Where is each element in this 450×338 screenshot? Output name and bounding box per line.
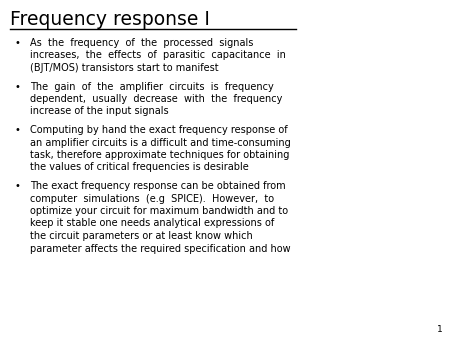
Text: 1: 1 xyxy=(437,325,443,334)
Text: keep it stable one needs analytical expressions of: keep it stable one needs analytical expr… xyxy=(30,218,274,228)
Text: (BJT/MOS) transistors start to manifest: (BJT/MOS) transistors start to manifest xyxy=(30,63,219,73)
Text: •: • xyxy=(14,38,20,48)
Text: optimize your circuit for maximum bandwidth and to: optimize your circuit for maximum bandwi… xyxy=(30,206,288,216)
Text: the values of critical frequencies is desirable: the values of critical frequencies is de… xyxy=(30,163,249,172)
Text: The  gain  of  the  amplifier  circuits  is  frequency: The gain of the amplifier circuits is fr… xyxy=(30,81,274,92)
Text: the circuit parameters or at least know which: the circuit parameters or at least know … xyxy=(30,231,253,241)
Text: computer  simulations  (e.g  SPICE).  However,  to: computer simulations (e.g SPICE). Howeve… xyxy=(30,193,274,203)
Text: As  the  frequency  of  the  processed  signals: As the frequency of the processed signal… xyxy=(30,38,253,48)
Text: •: • xyxy=(14,125,20,135)
Text: The exact frequency response can be obtained from: The exact frequency response can be obta… xyxy=(30,181,286,191)
Text: •: • xyxy=(14,181,20,191)
Text: •: • xyxy=(14,81,20,92)
Text: parameter affects the required specification and how: parameter affects the required specifica… xyxy=(30,243,291,254)
Text: task, therefore approximate techniques for obtaining: task, therefore approximate techniques f… xyxy=(30,150,289,160)
Text: increases,  the  effects  of  parasitic  capacitance  in: increases, the effects of parasitic capa… xyxy=(30,50,286,61)
Text: increase of the input signals: increase of the input signals xyxy=(30,106,169,117)
Text: Computing by hand the exact frequency response of: Computing by hand the exact frequency re… xyxy=(30,125,288,135)
Text: Frequency response I: Frequency response I xyxy=(10,10,210,29)
Text: an amplifier circuits is a difficult and time-consuming: an amplifier circuits is a difficult and… xyxy=(30,138,291,147)
Text: dependent,  usually  decrease  with  the  frequency: dependent, usually decrease with the fre… xyxy=(30,94,283,104)
